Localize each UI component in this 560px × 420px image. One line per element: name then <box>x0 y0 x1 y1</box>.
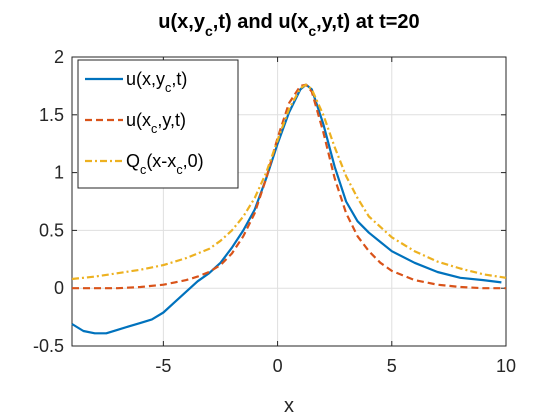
x-tick-label: -5 <box>155 356 171 376</box>
y-tick-label: 1 <box>54 163 64 183</box>
series-line-3 <box>71 83 507 281</box>
y-tick-label: -0.5 <box>33 336 64 356</box>
series-lines <box>71 83 507 335</box>
chart-title: u(x,yc,t) and u(xc,y,t) at t=20 <box>158 11 419 39</box>
legend: u(x,yc,t) u(xc,y,t) Qc(x-xc,0) <box>77 59 239 189</box>
y-tick-label: 1.5 <box>39 105 64 125</box>
legend-label-3: Qc(x-xc,0) <box>126 151 204 177</box>
series-line-2 <box>72 83 506 290</box>
y-tick-label: 0.5 <box>39 220 64 240</box>
x-axis-label: x <box>284 395 294 417</box>
x-tick-label: 10 <box>496 356 516 376</box>
legend-label-2: u(xc,y,t) <box>126 110 186 136</box>
legend-box <box>77 59 239 189</box>
series-line-1 <box>71 83 502 335</box>
y-tick-label: 0 <box>54 278 64 298</box>
axes-box <box>71 56 507 347</box>
y-tick-label: 2 <box>54 47 64 67</box>
legend-label-1: u(x,yc,t) <box>126 69 187 95</box>
x-tick-label: 5 <box>387 356 397 376</box>
axis-ticks: -5 0 5 10 -0.5 0 0.5 1 1.5 2 <box>33 47 516 376</box>
x-tick-label: 0 <box>273 356 283 376</box>
